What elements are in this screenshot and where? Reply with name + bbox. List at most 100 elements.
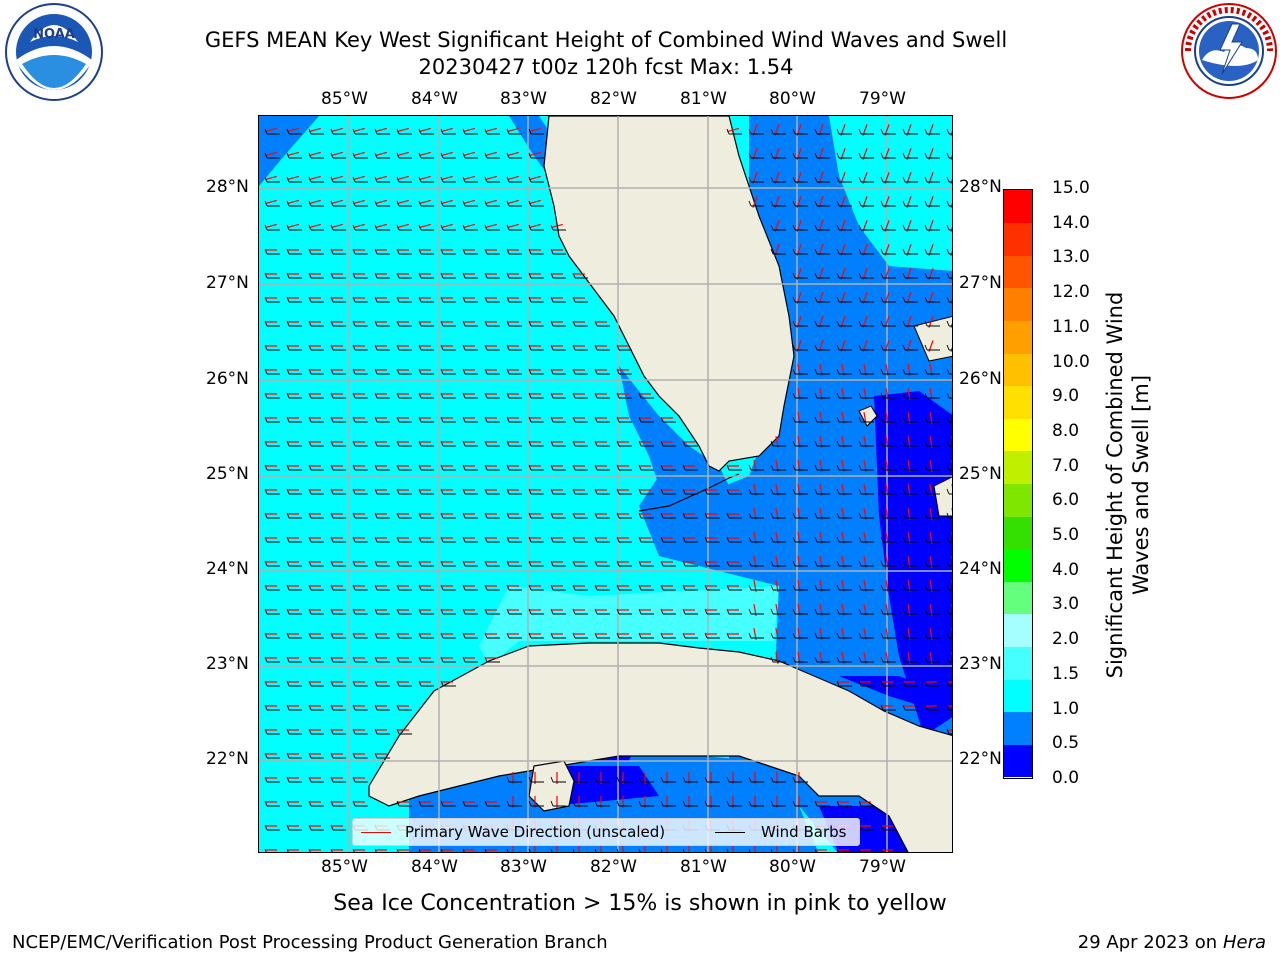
wind-barb bbox=[946, 320, 952, 327]
wind-barb bbox=[264, 800, 280, 807]
wave-field-0-0.5m bbox=[874, 391, 952, 736]
wind-barb bbox=[572, 464, 588, 471]
wind-barb bbox=[440, 152, 456, 159]
wind-barb bbox=[858, 656, 874, 663]
wind-barb bbox=[418, 440, 434, 447]
sea-ice-note: Sea Ice Concentration > 15% is shown in … bbox=[333, 891, 947, 916]
wind-barb bbox=[572, 608, 588, 615]
wind-barb bbox=[594, 800, 610, 807]
wind-barb bbox=[858, 392, 874, 399]
wind-barb bbox=[462, 488, 478, 495]
wind-barb bbox=[550, 344, 566, 351]
wave-direction-arrow bbox=[331, 151, 343, 157]
wave-direction-arrow bbox=[419, 127, 431, 133]
wind-barb bbox=[506, 368, 522, 375]
wind-barb bbox=[572, 848, 575, 852]
wind-barb bbox=[330, 392, 346, 399]
wave-direction-arrow bbox=[529, 127, 541, 133]
wave-direction-arrow bbox=[507, 223, 519, 229]
wave-direction-arrow bbox=[529, 151, 541, 157]
wind-barb bbox=[858, 848, 861, 852]
wind-barb bbox=[352, 536, 368, 543]
wind-barb bbox=[286, 704, 302, 711]
wind-barb bbox=[396, 464, 412, 471]
colorbar-label: 5.0 bbox=[1052, 525, 1080, 546]
wind-barb bbox=[440, 512, 456, 519]
wind-barb bbox=[506, 272, 522, 279]
wind-barb bbox=[484, 608, 500, 615]
wave-direction-arrow bbox=[397, 199, 409, 205]
wind-barb bbox=[638, 560, 654, 567]
wind-barb bbox=[594, 488, 610, 495]
wind-barb bbox=[506, 320, 522, 327]
wave-direction-arrow bbox=[727, 127, 739, 133]
wind-barb bbox=[330, 752, 346, 759]
wind-barb bbox=[660, 632, 676, 639]
wind-barb bbox=[286, 512, 302, 519]
wind-barb bbox=[572, 368, 588, 375]
wind-barb bbox=[858, 536, 874, 543]
wind-barb bbox=[682, 800, 698, 807]
wind-barb bbox=[682, 632, 698, 639]
wind-barb bbox=[726, 536, 742, 543]
wind-barb bbox=[792, 632, 808, 639]
wind-barb bbox=[836, 200, 852, 207]
wind-barb bbox=[792, 536, 808, 543]
wind-barb bbox=[726, 848, 729, 852]
wind-barb bbox=[594, 560, 610, 567]
wind-barb bbox=[286, 344, 302, 351]
wind-barb bbox=[308, 560, 324, 567]
wind-barb bbox=[792, 776, 808, 783]
map-legend: Primary Wave Direction (unscaled) Wind B… bbox=[352, 818, 860, 846]
wind-barb bbox=[550, 584, 566, 591]
tick-lat-left: 26°N bbox=[206, 369, 249, 389]
tick-lon-bottom: 85°W bbox=[321, 857, 368, 877]
wind-barb bbox=[770, 800, 786, 807]
wind-barb bbox=[352, 248, 368, 255]
wind-barb bbox=[550, 800, 566, 807]
wind-barb bbox=[748, 176, 764, 183]
colorbar-label: 0.5 bbox=[1052, 733, 1080, 754]
wind-barb bbox=[550, 320, 566, 327]
wind-barb bbox=[748, 152, 764, 159]
wind-barb bbox=[594, 464, 610, 471]
colorbar-segment bbox=[1004, 613, 1032, 648]
wind-barb bbox=[396, 416, 412, 423]
wind-barb bbox=[352, 176, 368, 183]
wind-barb bbox=[792, 560, 808, 567]
wind-barb bbox=[616, 488, 632, 495]
wind-barb bbox=[748, 776, 764, 783]
wind-barb bbox=[638, 848, 641, 852]
wind-barb bbox=[352, 200, 368, 207]
wind-barb bbox=[462, 248, 478, 255]
wind-barb bbox=[264, 704, 280, 711]
wind-barb bbox=[462, 320, 478, 327]
wind-barb bbox=[814, 512, 830, 519]
wind-barb bbox=[572, 416, 588, 423]
wave-direction-arrow bbox=[507, 175, 519, 181]
wind-barb bbox=[462, 560, 478, 567]
wind-barb bbox=[286, 152, 302, 159]
wind-barb bbox=[352, 512, 368, 519]
wind-barb bbox=[330, 632, 346, 639]
wind-barb bbox=[594, 608, 610, 615]
wind-barb bbox=[704, 848, 707, 852]
wind-barb bbox=[352, 776, 368, 783]
wind-barb bbox=[902, 704, 918, 711]
wave-direction-arrow bbox=[441, 199, 453, 205]
wind-barb bbox=[572, 632, 588, 639]
wind-barb bbox=[352, 704, 368, 711]
wind-barb bbox=[396, 224, 412, 231]
wind-barb bbox=[418, 632, 434, 639]
wind-barb bbox=[880, 176, 896, 183]
wind-barb bbox=[792, 464, 808, 471]
wind-barb-legend-line bbox=[715, 832, 745, 833]
colorbar-label: 1.5 bbox=[1052, 663, 1080, 684]
wind-barb bbox=[726, 464, 742, 471]
wind-barb bbox=[506, 344, 522, 351]
wind-barb bbox=[814, 848, 817, 852]
cuba-land bbox=[368, 642, 952, 852]
wind-barb bbox=[264, 824, 280, 831]
wind-barb bbox=[374, 200, 390, 207]
wind-barb bbox=[924, 200, 940, 207]
